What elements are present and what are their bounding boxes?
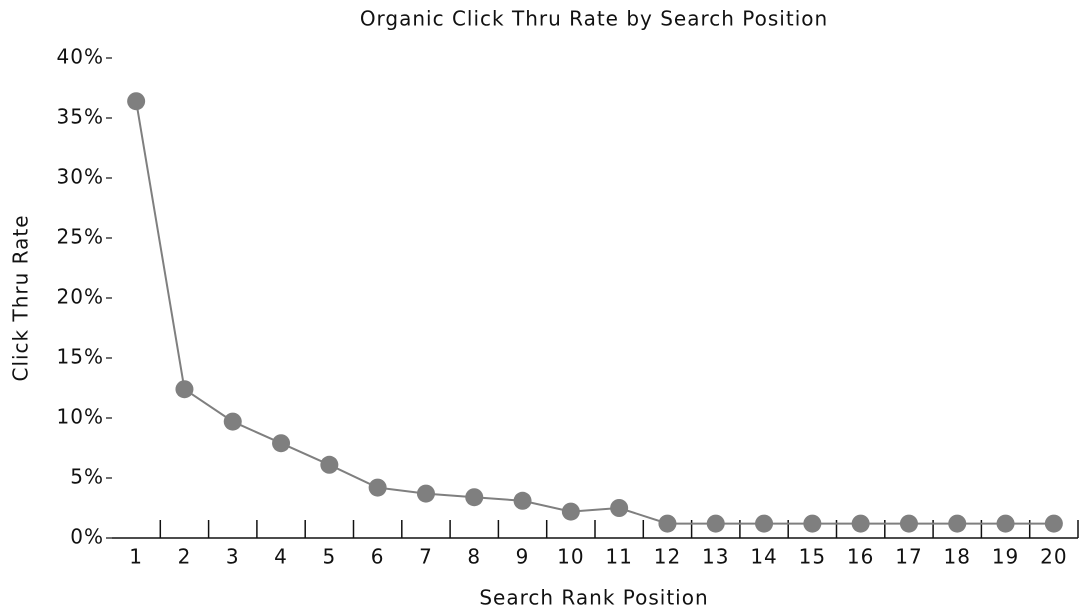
x-tick-label: 6 [371,545,385,569]
y-tick-label: 5% [70,465,104,489]
x-tick-label: 13 [702,545,729,569]
marker [368,478,387,497]
y-tick-label: 0% [70,525,104,549]
marker [996,514,1015,533]
x-tick-label: 12 [654,545,681,569]
x-tick-label: 20 [1040,545,1067,569]
x-tick-label: 16 [847,545,874,569]
x-tick-label: 18 [944,545,971,569]
x-tick-label: 3 [226,545,240,569]
y-tick-label: 40% [57,45,104,69]
x-tick-label: 5 [322,545,336,569]
x-tick-label: 9 [516,545,530,569]
marker [513,491,532,510]
marker [223,412,242,431]
line [135,101,1054,525]
chart-title: Organic Click Thru Rate by Search Positi… [360,7,828,31]
x-tick-label: 10 [557,545,584,569]
x-tick-label: 8 [467,545,481,569]
marker [320,455,339,474]
y-tick-label: 35% [57,105,104,129]
y-tick-label: 25% [57,225,104,249]
marker [175,380,194,399]
marker [416,484,435,503]
x-tick-label: 4 [274,545,288,569]
x-tick-label: 1 [129,545,143,569]
x-tick-label: 17 [895,545,922,569]
y-tick-label: 20% [57,285,104,309]
x-tick-label: 14 [750,545,777,569]
x-tick-label: 7 [419,545,433,569]
marker [658,514,677,533]
marker [127,92,146,111]
marker [948,514,967,533]
x-tick-label: 19 [992,545,1019,569]
marker [561,502,580,521]
y-tick-label: 10% [57,405,104,429]
marker [755,514,774,533]
x-tick-label: 2 [178,545,192,569]
marker [465,488,484,507]
marker [706,514,725,533]
marker [272,434,291,453]
y-tick-label: 30% [57,165,104,189]
x-axis-label: Search Rank Position [479,586,708,610]
marker [803,514,822,533]
marker [1044,514,1063,533]
marker [899,514,918,533]
marker [610,499,629,517]
x-tick-label: 11 [605,545,632,569]
x-tick-label: 15 [799,545,826,569]
y-axis-label: Click Thru Rate [9,214,33,381]
marker [851,514,870,533]
y-tick-label: 15% [57,345,104,369]
